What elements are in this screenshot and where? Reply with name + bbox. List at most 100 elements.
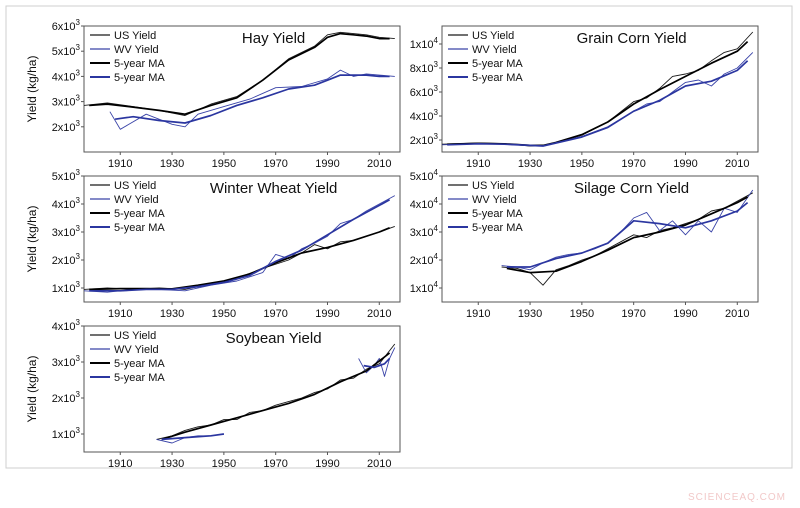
x-tick-label: 1930 <box>518 308 542 320</box>
plot-frame <box>441 175 759 303</box>
plot-frame <box>83 25 401 153</box>
x-tick-label: 2010 <box>367 458 391 470</box>
y-tick-label: 4x103 <box>52 318 81 333</box>
series-line-wv-ma <box>506 201 749 268</box>
series-line-us-ma <box>506 196 749 274</box>
legend-label: US Yield <box>472 180 514 192</box>
y-tick-label: 4x103 <box>52 68 81 83</box>
chart-panel-4: 1910 1930 1950 1970 1990 2010 1x104 2x104 3x104 4… <box>410 168 759 320</box>
plot-frame <box>83 325 401 453</box>
chart-title: Silage Corn Yield <box>574 180 689 197</box>
chart-title: Winter Wheat Yield <box>210 180 338 197</box>
legend-label: 5-year MA <box>472 222 523 234</box>
x-tick-label: 2010 <box>367 158 391 170</box>
series-line-wv-ma <box>363 357 391 369</box>
series-line-wv-ma <box>89 199 391 292</box>
series-line-wv-ma <box>447 60 749 147</box>
y-tick-label: 5x104 <box>410 168 439 183</box>
chart-title: Hay Yield <box>242 30 305 47</box>
legend-label: 5-year MA <box>114 372 165 384</box>
legend-label: US Yield <box>114 180 156 192</box>
y-axis-label: Yield (kg/ha) <box>25 206 39 273</box>
legend-label: 5-year MA <box>114 222 165 234</box>
x-tick-label: 1990 <box>673 158 697 170</box>
y-tick-label: 1x104 <box>410 280 439 295</box>
x-tick-label: 1910 <box>108 158 132 170</box>
legend-label: WV Yield <box>114 344 159 356</box>
y-tick-label: 2x103 <box>52 252 81 267</box>
x-tick-label: 1950 <box>212 458 236 470</box>
x-tick-label: 1970 <box>263 158 287 170</box>
x-tick-label: 1930 <box>160 158 184 170</box>
watermark: SCIENCEAQ.COM <box>687 492 786 503</box>
legend-label: 5-year MA <box>472 208 523 220</box>
legend-label: US Yield <box>114 30 156 42</box>
legend-label: WV Yield <box>472 44 517 56</box>
x-tick-label: 2010 <box>367 308 391 320</box>
plot-frame <box>441 25 759 153</box>
legend-label: WV Yield <box>114 44 159 56</box>
series-line-wv-ma <box>114 74 390 124</box>
y-tick-label: 2x103 <box>52 119 81 134</box>
legend-label: WV Yield <box>472 194 517 206</box>
y-tick-label: 2x103 <box>52 390 81 405</box>
x-tick-label: 1910 <box>108 308 132 320</box>
legend-label: US Yield <box>114 330 156 342</box>
y-tick-label: 5x103 <box>52 168 81 183</box>
x-tick-label: 1970 <box>263 308 287 320</box>
x-tick-label: 1950 <box>570 308 594 320</box>
x-tick-label: 1930 <box>160 458 184 470</box>
y-axis-label: Yield (kg/ha) <box>25 356 39 423</box>
y-tick-label: 4x103 <box>410 108 439 123</box>
legend-label: 5-year MA <box>114 58 165 70</box>
x-tick-label: 1910 <box>466 308 490 320</box>
x-tick-label: 2010 <box>725 158 749 170</box>
y-tick-label: 4x104 <box>410 196 439 211</box>
x-tick-label: 2010 <box>725 308 749 320</box>
x-tick-label: 1990 <box>315 458 339 470</box>
y-tick-label: 6x103 <box>410 84 439 99</box>
figure-frame <box>5 5 793 469</box>
y-tick-label: 3x103 <box>52 354 81 369</box>
legend-label: US Yield <box>472 30 514 42</box>
x-tick-label: 1930 <box>160 308 184 320</box>
y-tick-label: 3x104 <box>410 224 439 239</box>
series-line-us <box>501 192 754 286</box>
x-tick-label: 1950 <box>212 158 236 170</box>
series-line-wv-ma <box>161 433 225 441</box>
y-tick-label: 1x104 <box>410 36 439 51</box>
series-line-us-ma <box>89 32 390 116</box>
y-tick-label: 6x103 <box>52 18 81 33</box>
x-tick-label: 1950 <box>212 308 236 320</box>
chart-title: Grain Corn Yield <box>577 30 687 47</box>
x-tick-label: 1910 <box>466 158 490 170</box>
chart-panel-3: 1910 1930 1950 1970 1990 2010 1x103 2x103 3x103 4… <box>25 168 401 320</box>
y-tick-label: 1x103 <box>52 426 81 441</box>
x-tick-label: 1950 <box>570 158 594 170</box>
y-tick-label: 3x103 <box>52 224 81 239</box>
legend-label: 5-year MA <box>472 58 523 70</box>
x-tick-label: 1990 <box>315 308 339 320</box>
y-tick-label: 4x103 <box>52 196 81 211</box>
y-axis-label: Yield (kg/ha) <box>25 56 39 123</box>
plot-frame <box>83 175 401 303</box>
y-tick-label: 3x103 <box>52 94 81 109</box>
x-tick-label: 1970 <box>621 308 645 320</box>
y-tick-label: 5x103 <box>52 43 81 58</box>
legend-label: 5-year MA <box>114 358 165 370</box>
y-tick-label: 2x103 <box>410 132 439 147</box>
x-tick-label: 1910 <box>108 458 132 470</box>
legend-label: 5-year MA <box>472 72 523 84</box>
chart-panel-2: 1910 1930 1950 1970 1990 2010 2x103 4x103 6x103 8… <box>410 25 759 170</box>
series-line-us-ma <box>161 352 391 441</box>
chart-title: Soybean Yield <box>226 330 322 347</box>
y-tick-label: 8x103 <box>410 60 439 75</box>
y-tick-label: 2x104 <box>410 252 439 267</box>
legend-label: 5-year MA <box>114 72 165 84</box>
panels: 1910 1930 1950 1970 1990 2010 2x103 3x103 4x103 5… <box>25 18 759 470</box>
legend-label: 5-year MA <box>114 208 165 220</box>
series-line-us <box>156 343 396 440</box>
legend-label: WV Yield <box>114 194 159 206</box>
chart-panel-1: 1910 1930 1950 1970 1990 2010 2x103 3x103 4x103 5… <box>25 18 401 170</box>
